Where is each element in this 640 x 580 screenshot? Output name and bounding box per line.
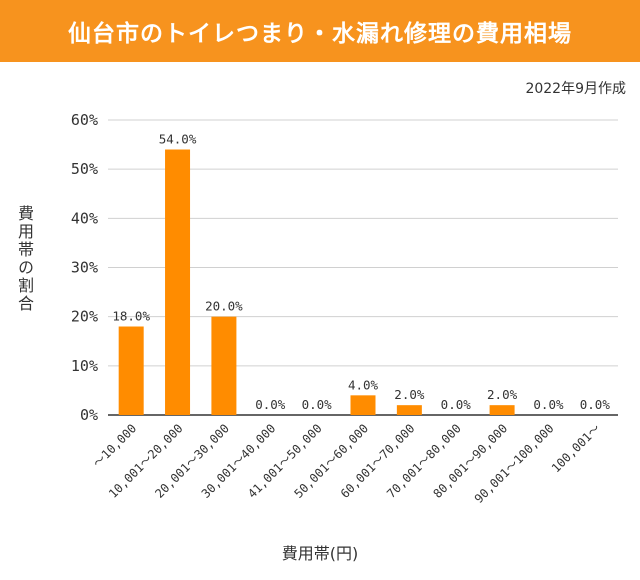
x-axis-label: 費用帯(円) xyxy=(281,544,359,563)
data-label: 2.0% xyxy=(487,387,518,402)
data-label: 0.0% xyxy=(441,397,472,412)
x-tick-label: 100,001〜 xyxy=(549,421,603,475)
data-label: 0.0% xyxy=(580,397,611,412)
x-tick-label: 〜10,000 xyxy=(90,421,139,470)
bar xyxy=(118,326,144,415)
bar xyxy=(489,405,515,415)
y-axis-label: 費用帯の割合 xyxy=(15,205,34,313)
data-label: 4.0% xyxy=(348,377,379,392)
data-label: 54.0% xyxy=(159,132,197,147)
y-tick-label: 50% xyxy=(71,160,98,178)
bar xyxy=(211,316,237,415)
y-tick-label: 40% xyxy=(71,209,98,227)
bar xyxy=(396,405,422,415)
creation-date: 2022年9月作成 xyxy=(525,81,626,97)
bar xyxy=(350,395,376,415)
y-tick-label: 0% xyxy=(80,406,98,424)
data-label: 18.0% xyxy=(112,309,150,324)
x-tick-label: 90,001〜100,000 xyxy=(472,421,557,506)
data-label: 20.0% xyxy=(205,299,243,314)
chart-title: 仙台市のトイレつまり・水漏れ修理の費用相場 xyxy=(0,0,640,62)
y-tick-label: 60% xyxy=(71,111,98,129)
data-label: 0.0% xyxy=(255,397,286,412)
data-label: 0.0% xyxy=(302,397,333,412)
y-tick-label: 20% xyxy=(71,308,98,326)
y-tick-label: 30% xyxy=(71,259,98,277)
y-tick-label: 10% xyxy=(71,357,98,375)
data-label: 2.0% xyxy=(394,387,425,402)
bar xyxy=(165,149,191,415)
data-label: 0.0% xyxy=(533,397,564,412)
